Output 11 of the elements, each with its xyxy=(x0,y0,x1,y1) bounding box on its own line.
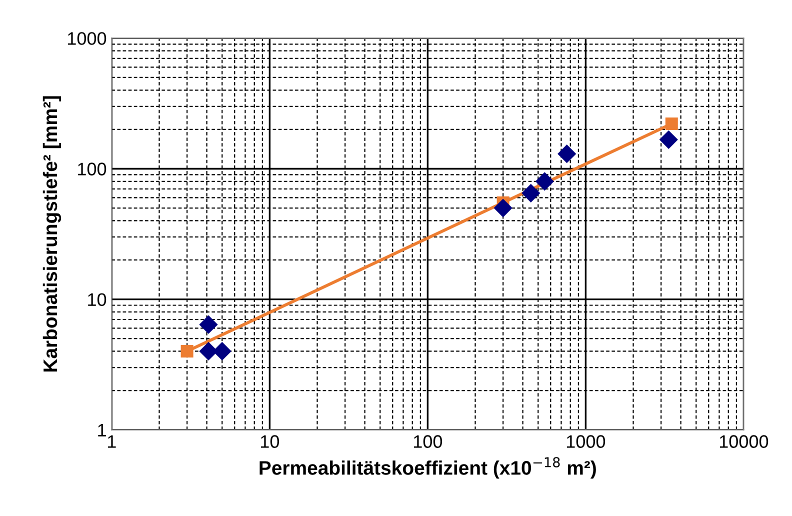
x-tick-label: 100 xyxy=(414,435,442,448)
x-axis-title: Permeabilitätskoeffizient (x10$^{−18}$ m²) xyxy=(260,457,596,479)
x-tick-label: 1000 xyxy=(566,435,606,448)
x-tick-label: 10000 xyxy=(720,435,768,448)
y-tick-label: 1000 xyxy=(68,32,106,45)
x-tick-label: 10 xyxy=(261,435,280,448)
y-axis-title: Karbonatisierungstiefe² [mm²] xyxy=(42,96,62,372)
y-tick-label: 10 xyxy=(88,293,106,306)
y-tick-label: 1 xyxy=(98,424,106,436)
x-tick-label: 1 xyxy=(108,435,116,448)
y-tick-label: 100 xyxy=(78,162,106,176)
